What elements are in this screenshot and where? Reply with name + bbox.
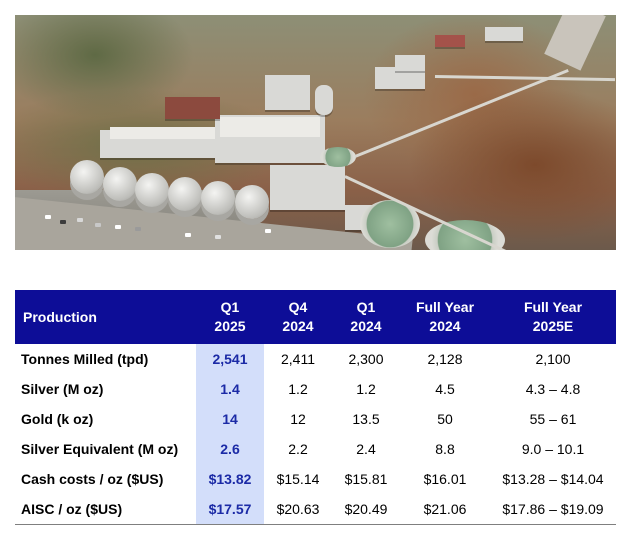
cell-q4-2024: 2.2 <box>288 441 308 457</box>
row-label: Tonnes Milled (tpd) <box>21 351 149 367</box>
cell-fy-2024: $21.06 <box>400 494 490 525</box>
table-row: AISC / oz ($US) $17.57 $20.63 $20.49 $21… <box>15 494 616 525</box>
cell-q1-2025: 14 <box>196 404 264 434</box>
cell-fy-2025e: 55 – 61 <box>529 411 577 427</box>
cell-fy-2025e: $17.86 – $19.09 <box>490 494 616 525</box>
table-row: Tonnes Milled (tpd) 2,541 2,411 2,300 2,… <box>15 344 616 374</box>
cell-fy-2025e: $13.28 – $14.04 <box>502 471 604 487</box>
cell-fy-2024: $16.01 <box>423 471 467 487</box>
header-label-bottom: 2024 <box>350 318 382 334</box>
cell-q1-2024: $20.49 <box>332 494 400 525</box>
header-label-top: Q4 <box>288 299 308 315</box>
cell-q1-2024: 2.4 <box>356 441 376 457</box>
cell-fy-2024: 4.5 <box>435 381 455 397</box>
cell-q1-2025: $13.82 <box>196 464 264 494</box>
header-full-year-2024: Full Year 2024 <box>400 290 490 344</box>
row-label: Cash costs / oz ($US) <box>21 471 164 487</box>
table-header-row: Production Q1 2025 Q4 2024 Q1 2024 Full … <box>15 290 616 344</box>
cell-q1-2025: 1.4 <box>196 374 264 404</box>
header-label-top: Full Year <box>523 299 583 315</box>
header-label-bottom: 2025E <box>532 318 574 334</box>
header-label-bottom: 2025 <box>214 318 246 334</box>
cell-q1-2024: 1.2 <box>356 381 376 397</box>
cell-q1-2025: 2,541 <box>196 344 264 374</box>
cell-fy-2025e: 2,100 <box>535 351 571 367</box>
cell-fy-2025e: 9.0 – 10.1 <box>521 441 585 457</box>
header-q4-2024: Q4 2024 <box>264 290 332 344</box>
header-label-top: Q1 <box>220 299 240 315</box>
header-label-top: Q1 <box>356 299 376 315</box>
cell-q4-2024: 12 <box>290 411 306 427</box>
header-production: Production <box>15 290 196 344</box>
cell-fy-2024: 8.8 <box>435 441 455 457</box>
cell-fy-2024: 2,128 <box>427 351 463 367</box>
table-row: Silver (M oz) 1.4 1.2 1.2 4.5 4.3 – 4.8 <box>15 374 616 404</box>
cell-q1-2025: 2.6 <box>196 434 264 464</box>
table-row: Silver Equivalent (M oz) 2.6 2.2 2.4 8.8… <box>15 434 616 464</box>
production-table: Production Q1 2025 Q4 2024 Q1 2024 Full … <box>15 290 616 525</box>
cell-fy-2025e: 4.3 – 4.8 <box>525 381 581 397</box>
header-label-bottom: 2024 <box>282 318 314 334</box>
mill-aerial-photo <box>15 15 616 250</box>
header-label-top: Full Year <box>415 299 475 315</box>
table-row: Gold (k oz) 14 12 13.5 50 55 – 61 <box>15 404 616 434</box>
cell-q1-2024: $15.81 <box>344 471 388 487</box>
cell-q4-2024: 1.2 <box>288 381 308 397</box>
cell-q1-2025: $17.57 <box>196 494 264 525</box>
row-label: Gold (k oz) <box>21 411 94 427</box>
table-row: Cash costs / oz ($US) $13.82 $15.14 $15.… <box>15 464 616 494</box>
row-label: Silver (M oz) <box>21 381 104 397</box>
cell-q1-2024: 2,300 <box>348 351 384 367</box>
header-q1-2024: Q1 2024 <box>332 290 400 344</box>
header-label-bottom: 2024 <box>429 318 461 334</box>
header-production-label: Production <box>23 308 97 325</box>
header-q1-2025: Q1 2025 <box>196 290 264 344</box>
cell-q4-2024: $15.14 <box>276 471 320 487</box>
row-label: AISC / oz ($US) <box>15 494 196 525</box>
cell-q4-2024: $20.63 <box>264 494 332 525</box>
cell-q4-2024: 2,411 <box>281 351 315 367</box>
row-label: Silver Equivalent (M oz) <box>21 441 179 457</box>
cell-fy-2024: 50 <box>437 411 453 427</box>
cell-q1-2024: 13.5 <box>352 411 380 427</box>
header-full-year-2025e: Full Year 2025E <box>490 290 616 344</box>
